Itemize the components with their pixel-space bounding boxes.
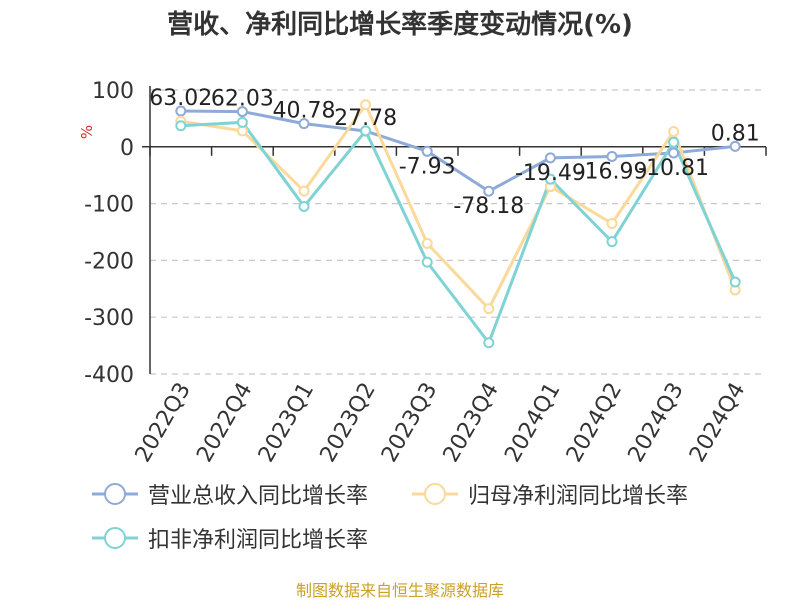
data-label: 63.02 <box>149 86 212 111</box>
chart-title: 营收、净利同比增长率季度变动情况(%) <box>167 10 633 40</box>
series-point-1 <box>668 125 680 137</box>
series-point-0 <box>606 150 618 162</box>
legend-swatch-revenue <box>92 483 138 505</box>
series-layer <box>175 99 741 349</box>
series-point-1 <box>298 185 310 197</box>
grid-layer <box>150 89 766 375</box>
series-point-1 <box>360 99 372 111</box>
data-label: -78.18 <box>453 194 524 219</box>
y-axis-label: % <box>78 125 96 139</box>
series-point-2 <box>606 236 618 248</box>
data-label: 62.03 <box>211 87 274 112</box>
legend-swatch-deducted-profit <box>92 527 138 549</box>
series-point-1 <box>483 303 495 315</box>
series-point-0 <box>483 185 495 197</box>
series-point-0 <box>668 147 680 159</box>
data-label: -16.99 <box>577 159 648 184</box>
series-point-0 <box>544 152 556 164</box>
x-tick-label: 2024Q3 <box>623 379 688 467</box>
legend-item-deducted-profit[interactable]: 扣非净利润同比增长率 <box>92 522 368 554</box>
y-tick-label: -300 <box>84 306 134 331</box>
series-point-1 <box>606 217 618 229</box>
series-point-1 <box>421 237 433 249</box>
series-point-0 <box>421 145 433 157</box>
series-point-2 <box>360 125 372 137</box>
series-point-2 <box>175 120 187 132</box>
data-label: 0.81 <box>711 121 760 146</box>
x-tick-label: 2024Q4 <box>685 379 750 467</box>
y-tick-label: -200 <box>84 249 134 274</box>
x-tick-label: 2022Q3 <box>131 379 196 467</box>
x-tick-label: 2023Q1 <box>254 379 319 467</box>
series-point-2 <box>544 173 556 185</box>
x-tick-label: 2023Q3 <box>377 379 442 467</box>
data-label: -19.49 <box>515 161 586 186</box>
series-point-2 <box>421 256 433 268</box>
y-tick-label: 0 <box>120 136 134 161</box>
y-tick-label: -100 <box>84 193 134 218</box>
x-tick-label: 2024Q2 <box>562 379 627 467</box>
x-tick-label: 2023Q2 <box>315 379 380 467</box>
series-line-1 <box>180 103 737 311</box>
series-point-0 <box>298 118 310 130</box>
legend-item-revenue[interactable]: 营业总收入同比增长率 <box>92 478 368 510</box>
data-label: -10.81 <box>638 156 709 181</box>
data-label: 40.78 <box>273 99 336 124</box>
series-point-0 <box>729 140 741 152</box>
series-point-2 <box>236 116 248 128</box>
series-line-2 <box>180 120 737 345</box>
x-tick-label: 2022Q4 <box>192 379 257 467</box>
y-tick-label: 100 <box>92 79 134 104</box>
legend-item-net-profit[interactable]: 归母净利润同比增长率 <box>412 478 688 510</box>
y-tick-label: -400 <box>84 363 134 388</box>
series-point-0 <box>175 105 187 117</box>
series-point-0 <box>236 106 248 118</box>
series-point-2 <box>668 136 680 148</box>
source-note: 制图数据来自恒生聚源数据库 <box>295 581 504 600</box>
series-point-2 <box>483 337 495 349</box>
legend-label-net-profit: 归母净利润同比增长率 <box>468 484 689 509</box>
x-tick-label: 2024Q1 <box>500 379 565 467</box>
series-line-0 <box>180 109 736 193</box>
legend-label-revenue: 营业总收入同比增长率 <box>148 484 369 509</box>
legend-swatch-net-profit <box>412 483 458 505</box>
series-point-2 <box>729 276 741 288</box>
axis-layer: 1000-100-200-300-400%2022Q32022Q42023Q12… <box>78 79 767 467</box>
series-point-2 <box>298 200 310 212</box>
data-label: -7.93 <box>399 154 456 179</box>
x-tick-label: 2023Q4 <box>439 379 504 467</box>
legend-label-deducted-profit: 扣非净利润同比增长率 <box>148 528 369 553</box>
data-label: 27.78 <box>334 106 397 131</box>
